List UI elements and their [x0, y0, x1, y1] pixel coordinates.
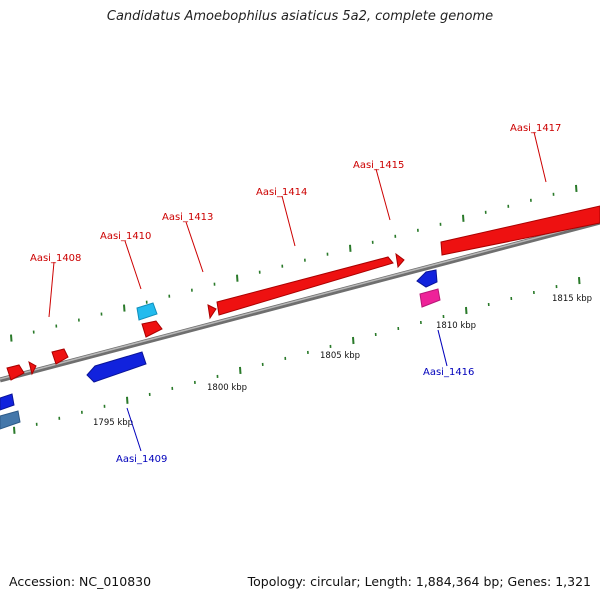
gene-feature-aasi-1417[interactable] — [440, 205, 600, 256]
ticks-inner-tick — [13, 426, 16, 434]
scale-label-1815: 1815 kbp — [552, 294, 592, 304]
gene-label-aasi-1410[interactable]: Aasi_1410 — [100, 231, 151, 242]
gene-feature-aasi-1416[interactable] — [416, 269, 438, 288]
inner-tick-row — [13, 277, 581, 434]
ticks-outer-tick — [123, 304, 126, 312]
ticks-outer-tick — [10, 334, 13, 342]
ticks-inner-tick — [126, 396, 129, 404]
outer-tick-row — [10, 184, 578, 342]
gene-feature-aasi-1408[interactable] — [51, 348, 69, 365]
gene-feature-left-rev[interactable] — [0, 393, 15, 411]
gene-labels: Aasi_1408 Aasi_1410 Aasi_1413 Aasi_1414 … — [30, 123, 561, 465]
ticks-inner-tick — [465, 306, 468, 315]
leader-aasi-1410 — [124, 240, 142, 290]
gene-feature-left-1[interactable] — [6, 364, 25, 381]
gene-label-aasi-1415[interactable]: Aasi_1415 — [353, 160, 404, 171]
leader-aasi-1413 — [185, 221, 204, 273]
ticks-inner-tick — [352, 336, 355, 345]
genome-backbone — [0, 219, 600, 383]
gene-label-aasi-1414[interactable]: Aasi_1414 — [256, 187, 307, 198]
leader-aasi-1417 — [533, 131, 547, 183]
gene-feature-left-steel[interactable] — [0, 410, 21, 430]
gene-feature-aasi-1409[interactable] — [86, 351, 147, 383]
map-title: Candidatus Amoebophilus asiaticus 5a2, c… — [106, 9, 494, 24]
gene-label-aasi-1417[interactable]: Aasi_1417 — [510, 123, 561, 134]
scale-label-1795: 1795 kbp — [93, 418, 133, 428]
gene-label-aasi-1416[interactable]: Aasi_1416 — [423, 367, 474, 378]
leader-aasi-1408 — [48, 261, 55, 318]
gene-label-aasi-1409[interactable]: Aasi_1409 — [116, 454, 167, 465]
leader-aasi-1409 — [126, 407, 142, 452]
gene-feature-aasi-1410[interactable] — [141, 320, 163, 338]
ticks-outer-tick — [462, 214, 465, 222]
leader-aasi-1415 — [375, 168, 391, 221]
ticks-outer-tick — [349, 244, 352, 252]
ticks-inner-tick — [239, 366, 242, 374]
gene-feature-aasi-1415[interactable] — [395, 252, 405, 269]
scale-label-1805: 1805 kbp — [320, 351, 360, 361]
gene-label-aasi-1413[interactable]: Aasi_1413 — [162, 212, 213, 223]
gene-label-aasi-1408[interactable]: Aasi_1408 — [30, 253, 81, 264]
scale-label-1800: 1800 kbp — [207, 383, 247, 393]
genome-backbone-highlight — [0, 220, 600, 380]
ticks-outer-tick — [236, 274, 239, 282]
scale-label-1810: 1810 kbp — [436, 321, 476, 331]
gene-feature-magenta[interactable] — [419, 288, 441, 308]
gene-feature-cyan[interactable] — [136, 302, 158, 321]
gene-feature-aasi-1413[interactable] — [207, 304, 217, 320]
gene-features — [0, 205, 600, 430]
scale-labels: 1795 kbp 1800 kbp 1805 kbp 1810 kbp 1815… — [93, 294, 592, 428]
gene-feature-left-2[interactable] — [28, 360, 37, 376]
gene-feature-aasi-1414[interactable] — [216, 256, 394, 316]
accession-text: Accession: NC_010830 — [9, 574, 152, 589]
ticks-outer-tick — [575, 184, 578, 192]
genome-summary-text: Topology: circular; Length: 1,884,364 bp… — [247, 574, 591, 589]
leader-aasi-1414 — [281, 195, 296, 247]
leader-aasi-1416 — [437, 329, 448, 367]
ticks-inner-tick — [578, 277, 581, 285]
